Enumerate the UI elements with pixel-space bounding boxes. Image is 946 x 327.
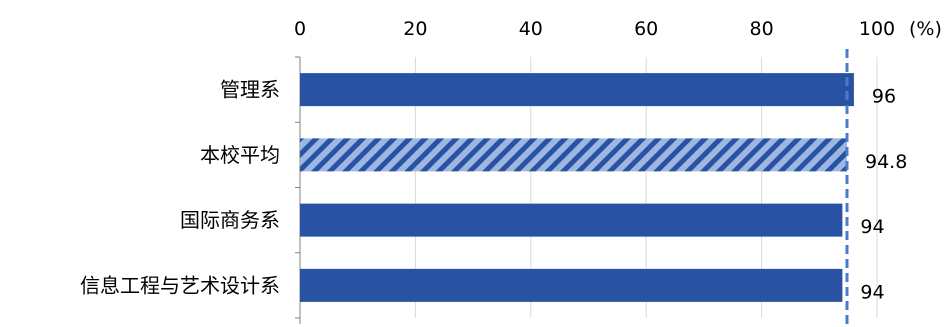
category-label: 信息工程与艺术设计系 — [80, 273, 280, 297]
x-tick-label: 80 — [750, 18, 774, 40]
bar — [300, 268, 843, 302]
bar-average — [300, 138, 847, 172]
category-label: 国际商务系 — [180, 208, 280, 232]
axis-layer: 0 20 40 60 80 100 — [294, 18, 895, 324]
data-label: 94 — [860, 216, 884, 238]
x-tick-label: 60 — [634, 18, 658, 40]
bar — [300, 73, 854, 107]
x-tick-label: 0 — [294, 18, 306, 40]
category-label: 管理系 — [220, 78, 280, 102]
unit-label: (%) — [909, 18, 942, 40]
x-tick-label: 40 — [519, 18, 543, 40]
x-tick-label: 20 — [403, 18, 427, 40]
category-label: 本校平均 — [200, 143, 280, 167]
data-label: 96 — [872, 86, 896, 108]
data-label: 94.8 — [865, 151, 907, 173]
data-label: 94 — [860, 281, 884, 303]
label-layer: 管理系 96 本校平均 94.8 国际商务系 94 信息工程与艺术设计系 94 — [80, 78, 907, 304]
bar — [300, 203, 843, 237]
x-tick-label: 100 — [859, 18, 895, 40]
bar-layer — [300, 49, 854, 326]
